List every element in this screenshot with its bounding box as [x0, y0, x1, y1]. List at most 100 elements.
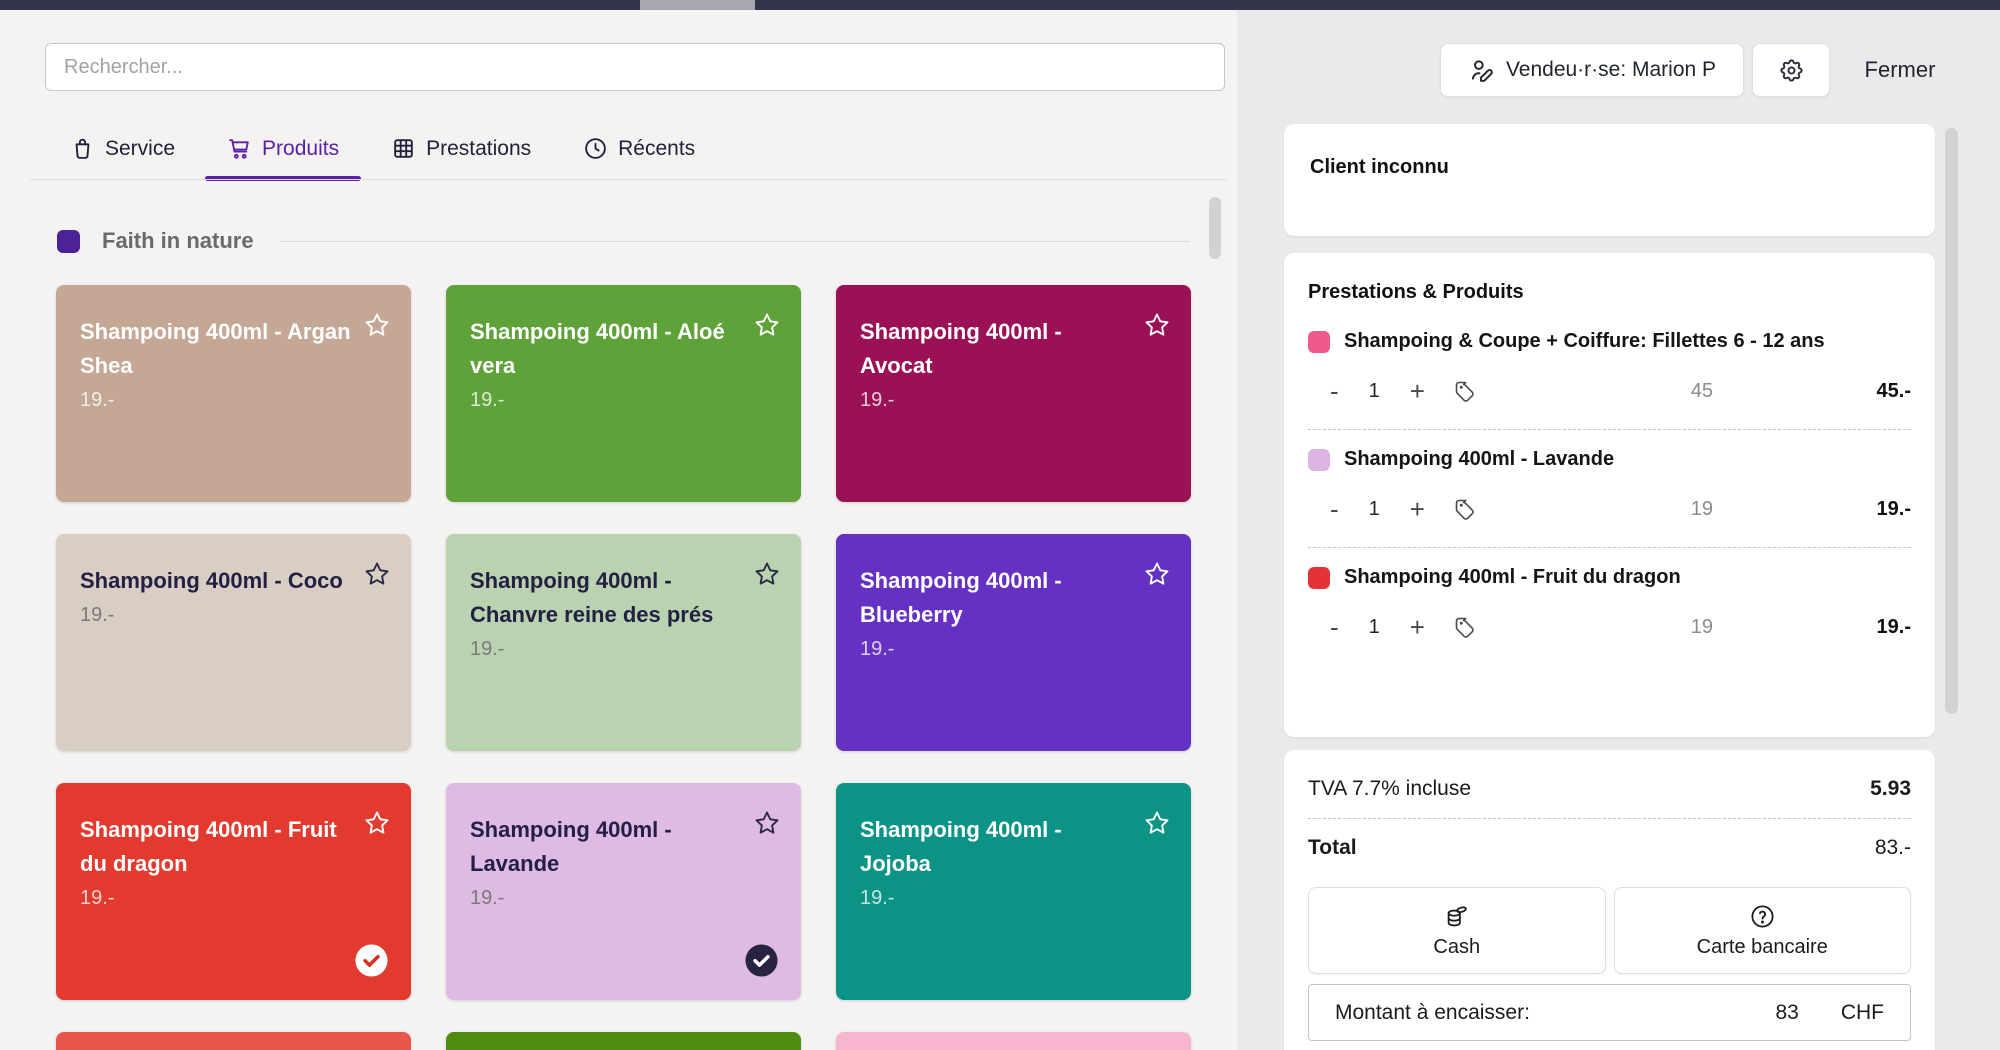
discount-tag-icon[interactable]	[1453, 379, 1477, 403]
item-line-total: 19.-	[1876, 497, 1911, 520]
vendor-button[interactable]: Vendeu·r·se: Marion P	[1440, 43, 1744, 97]
favorite-star-icon[interactable]	[1143, 809, 1171, 837]
tva-label: TVA 7.7% incluse	[1308, 777, 1472, 800]
product-card[interactable]	[836, 1032, 1191, 1050]
totals-separator	[1308, 818, 1911, 819]
favorite-star-icon[interactable]	[1143, 560, 1171, 588]
favorite-star-icon[interactable]	[753, 311, 781, 339]
quantity-increase-button[interactable]: +	[1409, 494, 1425, 524]
product-card[interactable]: Shampoing 400ml - Lavande 19.-	[446, 783, 801, 1000]
tab[interactable]: Récents	[561, 116, 717, 181]
item-name: Shampoing & Coupe + Coiffure: Fillettes …	[1344, 330, 1825, 352]
item-name: Shampoing 400ml - Lavande	[1344, 448, 1615, 470]
gear-icon	[1778, 57, 1805, 84]
tab[interactable]: Produits	[205, 116, 362, 181]
favorite-star-icon[interactable]	[753, 809, 781, 837]
product-card[interactable]: Shampoing 400ml - Blueberry 19.-	[836, 534, 1191, 751]
catalog-scrollbar[interactable]	[1209, 197, 1221, 259]
question-circle-icon	[1749, 903, 1776, 930]
favorite-star-icon[interactable]	[363, 809, 391, 837]
item-color-swatch	[1308, 566, 1330, 589]
product-name: Shampoing 400ml - Avocat	[860, 319, 1062, 378]
quantity-value: 1	[1368, 497, 1380, 520]
product-card[interactable]: Shampoing 400ml - Aloé vera 19.-	[446, 285, 801, 502]
amount-due-box: Montant à encaisser: 83 CHF	[1308, 984, 1911, 1041]
product-price: 19.-	[470, 887, 505, 909]
tva-row: TVA 7.7% incluse 5.93	[1308, 774, 1911, 804]
product-grid: Shampoing 400ml - Argan Shea 19.- Shampo…	[56, 285, 1191, 1050]
payment-method-label: Carte bancaire	[1696, 935, 1828, 958]
tab-label: Récents	[618, 136, 696, 160]
tab[interactable]: Prestations	[369, 116, 553, 181]
product-card[interactable]: Shampoing 400ml - Coco 19.-	[56, 534, 411, 751]
tab-label: Service	[105, 136, 176, 160]
product-card[interactable]: Shampoing 400ml - Chanvre reine des prés…	[446, 534, 801, 751]
product-price: 19.-	[80, 604, 115, 626]
product-name: Shampoing 400ml - Jojoba	[860, 817, 1062, 876]
user-edit-icon	[1468, 57, 1494, 83]
product-name: Shampoing 400ml - Chanvre reine des prés	[470, 568, 714, 627]
shopping-bag-icon	[70, 136, 95, 161]
item-color-swatch	[1308, 448, 1330, 471]
payment-method-button[interactable]: Cash	[1308, 887, 1606, 974]
vendor-label: Vendeu·r·se: Marion P	[1505, 58, 1717, 81]
cart-item-row: Shampoing 400ml - Lavande - 1 + 19 19.-	[1308, 429, 1911, 547]
discount-tag-icon[interactable]	[1453, 615, 1477, 639]
close-button[interactable]: Fermer	[1864, 57, 1936, 82]
quantity-increase-button[interactable]: +	[1409, 612, 1425, 642]
item-unit-price: 19	[1690, 497, 1713, 520]
client-name: Client inconnu	[1310, 156, 1449, 178]
tab[interactable]: Service	[48, 116, 197, 181]
item-line-total: 45.-	[1876, 379, 1911, 402]
quantity-decrease-button[interactable]: -	[1330, 494, 1339, 524]
payment-method-label: Cash	[1433, 935, 1481, 958]
total-row: Total 83.-	[1308, 833, 1911, 863]
tab-label: Produits	[262, 136, 340, 160]
amount-due-label: Montant à encaisser:	[1335, 1000, 1530, 1024]
product-card[interactable]	[56, 1032, 411, 1050]
product-name: Shampoing 400ml - Lavande	[470, 817, 672, 876]
product-price: 19.-	[80, 887, 115, 909]
item-name: Shampoing 400ml - Fruit du dragon	[1344, 566, 1681, 588]
selected-check-icon	[354, 943, 389, 978]
window-drag-handle	[640, 0, 755, 10]
tab-bar: Service Produits Prestations Récents	[48, 116, 717, 181]
quantity-decrease-button[interactable]: -	[1330, 612, 1339, 642]
settings-button[interactable]	[1752, 43, 1830, 97]
payment-method-button[interactable]: Carte bancaire	[1613, 887, 1911, 974]
discount-tag-icon[interactable]	[1453, 497, 1477, 521]
favorite-star-icon[interactable]	[363, 311, 391, 339]
product-card[interactable]: Shampoing 400ml - Argan Shea 19.-	[56, 285, 411, 502]
product-name: Shampoing 400ml - Aloé vera	[470, 319, 725, 378]
total-label: Total	[1308, 836, 1357, 859]
category-label: Faith in nature	[102, 228, 254, 253]
favorite-star-icon[interactable]	[753, 560, 781, 588]
item-unit-price: 45	[1690, 379, 1713, 402]
favorite-star-icon[interactable]	[363, 560, 391, 588]
quantity-value: 1	[1368, 379, 1380, 402]
quantity-decrease-button[interactable]: -	[1330, 376, 1339, 406]
checkout-card: TVA 7.7% incluse 5.93 Total 83.- Cash Ca…	[1284, 750, 1935, 1050]
category-color-swatch	[57, 229, 80, 253]
product-card[interactable]	[446, 1032, 801, 1050]
quantity-increase-button[interactable]: +	[1409, 376, 1425, 406]
product-price: 19.-	[860, 638, 895, 660]
product-name: Shampoing 400ml - Argan Shea	[80, 319, 351, 378]
product-card[interactable]: Shampoing 400ml - Fruit du dragon 19.-	[56, 783, 411, 1000]
favorite-star-icon[interactable]	[1143, 311, 1171, 339]
amount-due-value: 83	[1775, 1000, 1799, 1024]
product-price: 19.-	[860, 389, 895, 411]
product-card[interactable]: Shampoing 400ml - Avocat 19.-	[836, 285, 1191, 502]
product-card[interactable]: Shampoing 400ml - Jojoba 19.-	[836, 783, 1191, 1000]
item-color-swatch	[1308, 330, 1330, 353]
tab-label: Prestations	[426, 136, 532, 160]
product-name: Shampoing 400ml - Fruit du dragon	[80, 817, 337, 876]
category-rule	[279, 240, 1190, 242]
search-input[interactable]	[45, 43, 1225, 91]
cart-panel-scrollbar[interactable]	[1945, 128, 1958, 714]
selected-check-icon	[744, 943, 779, 978]
client-card: Client inconnu	[1284, 124, 1935, 236]
product-price: 19.-	[470, 638, 505, 660]
amount-due-currency: CHF	[1840, 1000, 1884, 1024]
